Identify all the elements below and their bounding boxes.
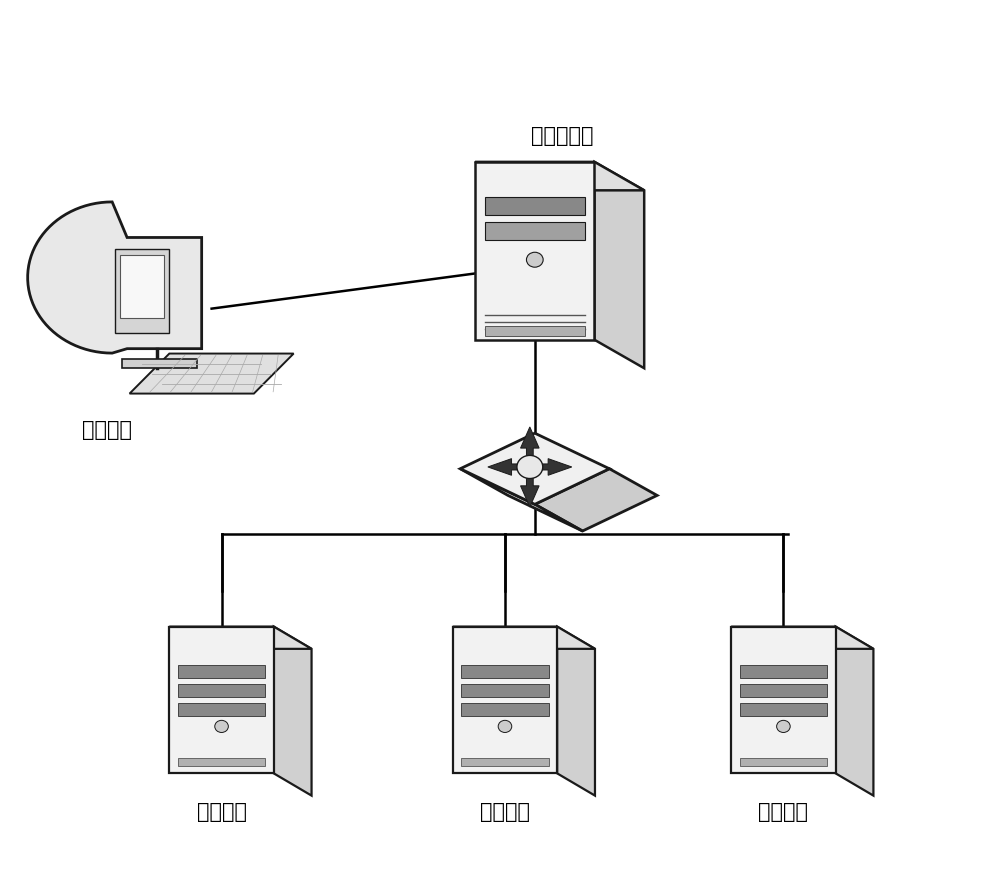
Circle shape (498, 721, 512, 733)
Text: 网络设备: 网络设备 (480, 801, 530, 822)
Polygon shape (485, 198, 585, 216)
Polygon shape (535, 469, 657, 531)
Polygon shape (731, 627, 873, 649)
Polygon shape (461, 665, 549, 679)
Polygon shape (178, 758, 265, 766)
Polygon shape (274, 627, 312, 796)
Circle shape (215, 721, 228, 733)
Polygon shape (475, 163, 594, 341)
Polygon shape (740, 665, 827, 679)
Polygon shape (557, 627, 595, 796)
Polygon shape (460, 434, 609, 505)
Polygon shape (461, 704, 549, 716)
Polygon shape (521, 427, 539, 456)
Polygon shape (178, 665, 265, 679)
Polygon shape (731, 627, 836, 773)
Text: 网络设备: 网络设备 (758, 801, 808, 822)
Polygon shape (130, 354, 294, 394)
Polygon shape (740, 704, 827, 716)
Circle shape (777, 721, 790, 733)
Text: 网络设备: 网络设备 (197, 801, 247, 822)
Polygon shape (475, 163, 644, 191)
Polygon shape (521, 478, 539, 508)
Polygon shape (740, 684, 827, 697)
Polygon shape (461, 758, 549, 766)
Polygon shape (115, 249, 169, 333)
Polygon shape (460, 469, 583, 531)
Circle shape (526, 253, 543, 268)
Polygon shape (453, 627, 557, 773)
Polygon shape (594, 163, 644, 369)
Polygon shape (453, 627, 595, 649)
Polygon shape (120, 256, 164, 319)
Polygon shape (178, 704, 265, 716)
Polygon shape (485, 224, 585, 240)
Polygon shape (836, 627, 873, 796)
Polygon shape (28, 203, 202, 354)
Polygon shape (461, 684, 549, 697)
Text: 检测服务器: 检测服务器 (531, 126, 594, 146)
Polygon shape (178, 684, 265, 697)
Polygon shape (122, 360, 197, 369)
Polygon shape (488, 460, 520, 476)
Polygon shape (540, 460, 572, 476)
Polygon shape (485, 327, 585, 337)
Polygon shape (740, 758, 827, 766)
Circle shape (517, 456, 543, 479)
Text: 用户终端: 用户终端 (82, 419, 132, 439)
Polygon shape (169, 627, 312, 649)
Polygon shape (169, 627, 274, 773)
